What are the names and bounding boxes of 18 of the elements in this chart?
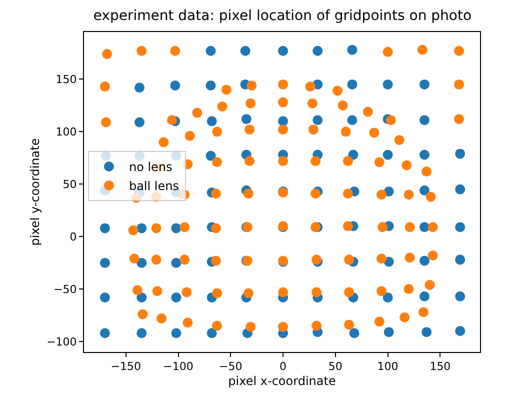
legend-label: no lens: [128, 160, 172, 174]
x-tick-label: 100: [377, 360, 398, 374]
x-tick-label: 50: [328, 360, 342, 374]
x-tick-label: −50: [219, 360, 242, 374]
x-tick-label: −150: [110, 360, 142, 374]
legend-label: ball lens: [128, 179, 179, 194]
x-tick-label: 150: [430, 360, 451, 374]
chart-title: experiment data: pixel location of gridpoints on photo: [93, 8, 472, 24]
x-tick-label: −100: [163, 360, 194, 374]
y-tick-label: 0: [70, 230, 77, 244]
x-axis-title: pixel x-coordinate: [228, 374, 336, 388]
y-axis-title: pixel y-coordinate: [28, 138, 42, 246]
y-tick-label: −50: [54, 282, 77, 296]
x-tick-label: 0: [280, 360, 287, 374]
y-tick-label: 150: [56, 73, 77, 86]
y-tick-label: 50: [62, 178, 77, 191]
y-tick-label: −100: [46, 335, 77, 348]
y-tick-label: 100: [56, 126, 77, 139]
